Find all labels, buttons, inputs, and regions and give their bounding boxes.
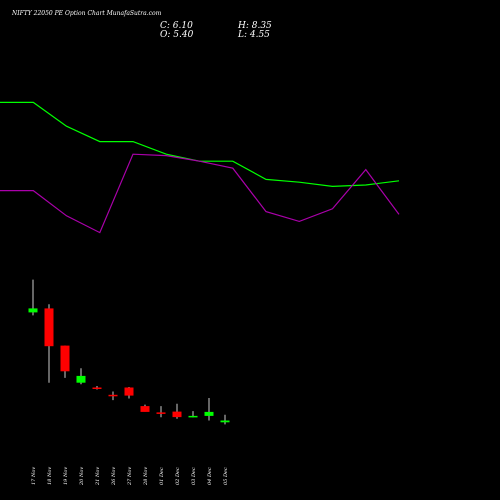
candle-body — [220, 420, 230, 423]
x-tick-label: 05 Dec — [223, 467, 229, 485]
x-tick-label: 04 Dec — [207, 467, 213, 485]
close-value: C: 6.10 — [160, 21, 193, 31]
candle-body — [76, 375, 86, 383]
candle-body — [156, 412, 166, 414]
candle-body — [92, 387, 102, 389]
candle-body — [124, 387, 134, 396]
open-value: O: 5.40 — [160, 30, 194, 40]
x-tick-label: 01 Dec — [159, 467, 165, 485]
x-tick-label: 18 Nov — [47, 467, 53, 485]
x-tick-label: 28 Nov — [143, 467, 149, 486]
high-value: H: 8.35 — [237, 21, 272, 31]
candle-body — [140, 406, 150, 412]
x-tick-label: 27 Nov — [127, 467, 133, 486]
low-value: L: 4.55 — [237, 30, 270, 40]
chart-title: NIFTY 22050 PE Option Chart MunafaSutra.… — [11, 10, 162, 17]
x-tick-label: 17 Nov — [31, 467, 37, 485]
candle-body — [28, 308, 38, 313]
candlesticks — [28, 279, 230, 425]
candle-body — [60, 345, 70, 372]
x-tick-label: 20 Nov — [79, 467, 85, 486]
x-tick-label: 02 Dec — [175, 467, 181, 485]
x-axis-tick-labels: 17 Nov 18 Nov 19 Nov 20 Nov 21 Nov 26 Nov 27 N… — [31, 467, 229, 486]
x-tick-label: 19 Nov — [63, 467, 69, 485]
x-tick-label: 21 Nov — [95, 467, 101, 486]
candle-body — [44, 308, 54, 347]
candle-body — [108, 394, 118, 397]
indicator-line-2 — [0, 153, 400, 234]
x-tick-label: 26 Nov — [111, 467, 117, 486]
candle-body — [204, 411, 214, 416]
candle-body — [188, 415, 198, 418]
x-tick-label: 03 Dec — [191, 467, 197, 485]
candle-body — [172, 411, 182, 418]
indicator-lines — [0, 101, 400, 234]
